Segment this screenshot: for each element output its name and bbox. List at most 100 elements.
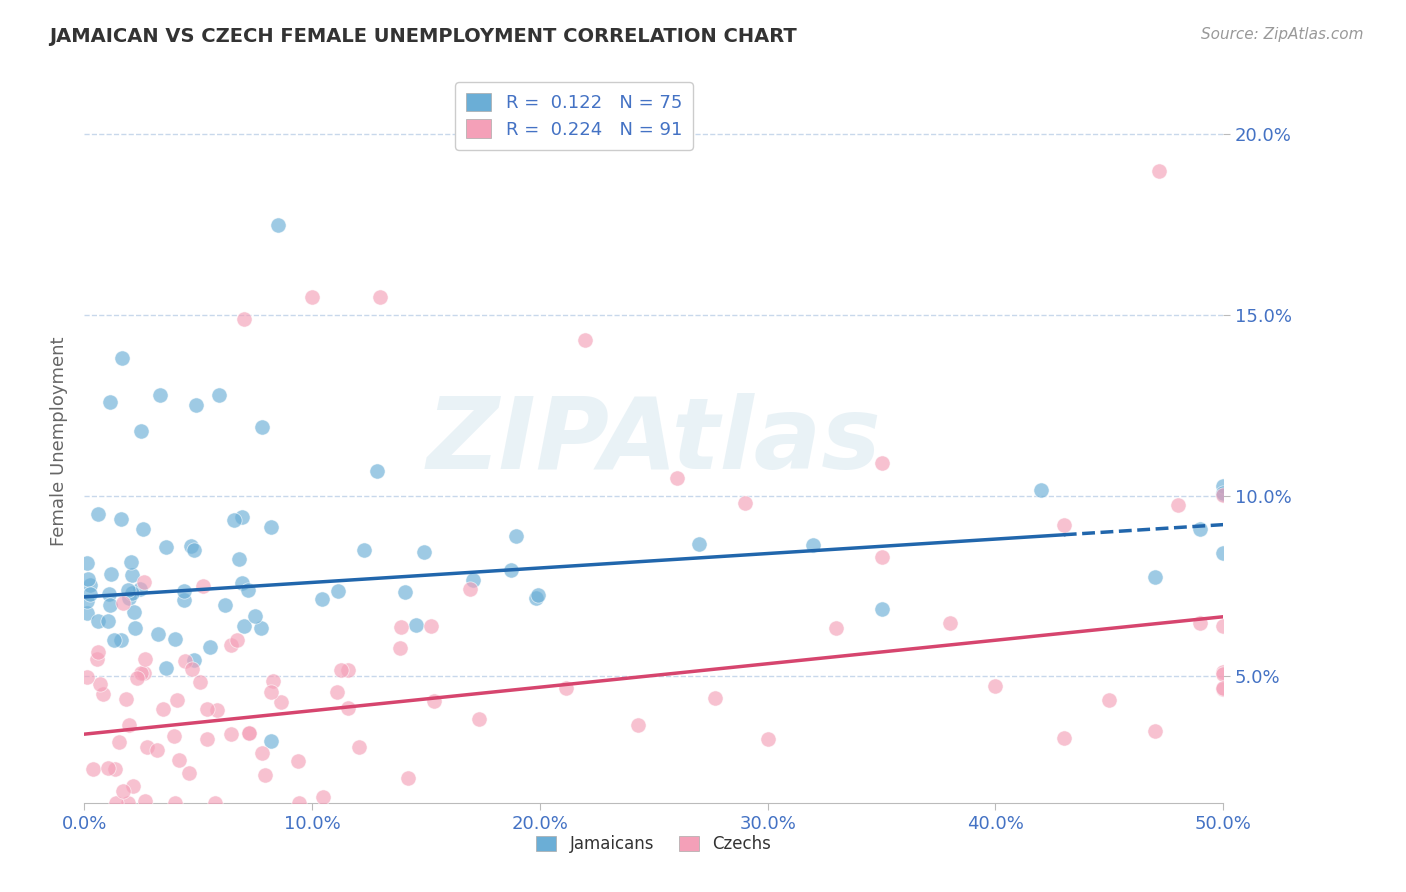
Point (1212, 681, 1234, 695)
Point (204, 796, 226, 810)
Point (253, 768, 276, 782)
Point (76, 556, 98, 570)
Point (734, 496, 756, 510)
Point (136, 740, 159, 755)
Point (1167, 498, 1189, 512)
Point (129, 424, 152, 438)
Point (134, 652, 156, 666)
Point (756, 732, 779, 747)
Point (238, 725, 260, 739)
Point (287, 754, 309, 768)
Point (238, 726, 260, 740)
Point (1149, 163, 1171, 178)
Point (125, 671, 148, 685)
Point (181, 662, 204, 676)
Point (260, 685, 283, 699)
Point (1212, 487, 1234, 501)
Point (118, 718, 141, 732)
Point (110, 633, 132, 648)
Point (301, 290, 323, 304)
Point (173, 654, 195, 668)
Point (173, 592, 195, 607)
Point (195, 732, 218, 747)
Point (389, 641, 412, 656)
Point (336, 701, 359, 715)
Point (231, 510, 253, 524)
Point (1212, 485, 1234, 500)
Point (219, 727, 242, 741)
Point (167, 753, 190, 767)
Point (228, 552, 250, 566)
Point (173, 584, 195, 599)
Point (627, 717, 650, 731)
Point (243, 609, 266, 624)
Point (124, 621, 146, 635)
Point (110, 512, 132, 526)
Point (413, 544, 436, 558)
Point (231, 575, 253, 590)
Y-axis label: Female Unemployment: Female Unemployment (49, 337, 67, 546)
Point (76, 670, 98, 684)
Point (262, 674, 284, 689)
Point (329, 663, 352, 677)
Point (207, 702, 229, 716)
Point (149, 387, 172, 401)
Point (214, 598, 236, 612)
Point (103, 633, 125, 648)
Point (665, 471, 688, 485)
Point (163, 729, 186, 743)
Point (87, 614, 110, 628)
Point (870, 602, 893, 616)
Point (131, 666, 153, 681)
Point (121, 567, 143, 582)
Point (260, 734, 283, 748)
Point (184, 398, 207, 412)
Point (825, 621, 848, 635)
Point (328, 584, 350, 599)
Text: Source: ZipAtlas.com: Source: ZipAtlas.com (1201, 27, 1364, 42)
Point (117, 796, 139, 810)
Point (419, 618, 441, 632)
Point (180, 539, 202, 553)
Point (111, 783, 134, 797)
Point (870, 456, 893, 470)
Point (79, 587, 101, 601)
Point (165, 632, 187, 646)
Point (120, 555, 142, 569)
Point (155, 540, 177, 554)
Point (132, 665, 155, 680)
Point (219, 638, 242, 652)
Point (146, 743, 169, 757)
Point (76, 594, 98, 608)
Point (337, 663, 360, 677)
Point (250, 621, 273, 635)
Point (1143, 570, 1166, 584)
Point (468, 712, 491, 726)
Point (703, 690, 725, 705)
Text: JAMAICAN VS CZECH FEMALE UNEMPLOYMENT CORRELATION CHART: JAMAICAN VS CZECH FEMALE UNEMPLOYMENT CO… (49, 27, 797, 45)
Point (1053, 731, 1076, 745)
Point (505, 529, 527, 543)
Point (166, 693, 188, 707)
Point (232, 311, 254, 326)
Point (1212, 545, 1234, 559)
Point (91, 687, 114, 701)
Point (108, 734, 131, 748)
Point (1212, 619, 1234, 633)
Point (801, 538, 824, 552)
Point (98, 394, 121, 409)
Point (236, 582, 259, 597)
Point (193, 579, 215, 593)
Point (222, 513, 245, 527)
Point (98, 598, 121, 612)
Point (128, 582, 150, 597)
Point (984, 679, 1007, 693)
Point (89, 677, 111, 691)
Point (366, 464, 388, 478)
Point (1212, 666, 1234, 681)
Point (1212, 681, 1234, 696)
Point (177, 766, 200, 780)
Point (97, 614, 120, 628)
Point (423, 694, 446, 708)
Point (111, 351, 134, 366)
